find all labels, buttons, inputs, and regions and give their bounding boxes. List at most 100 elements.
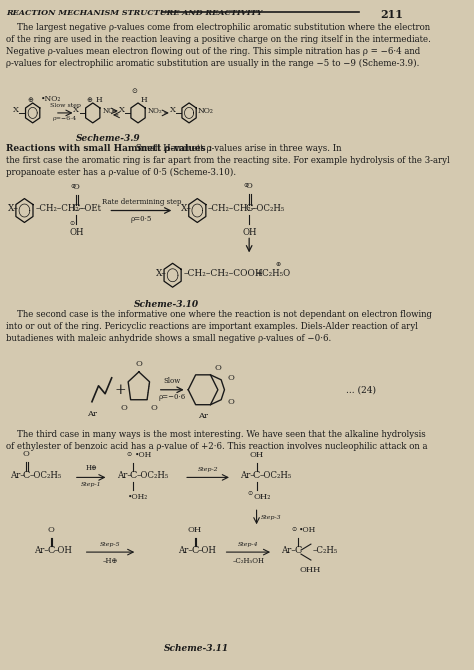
Text: –OH: –OH	[198, 545, 217, 555]
Text: X: X	[170, 106, 175, 114]
Text: X: X	[73, 106, 79, 114]
Text: ⊕: ⊕	[87, 97, 92, 103]
Text: ⊕: ⊕	[275, 262, 281, 267]
Text: The third case in many ways is the most interesting. We have seen that the alkal: The third case in many ways is the most …	[6, 429, 426, 439]
Text: –C₂H₅OH: –C₂H₅OH	[232, 557, 264, 565]
Text: OH: OH	[300, 566, 314, 574]
Text: Rate determining step: Rate determining step	[101, 198, 181, 206]
Text: The second case is the informative one where the reaction is not dependant on el: The second case is the informative one w…	[6, 310, 432, 319]
Text: C: C	[22, 471, 30, 480]
Text: ⊙: ⊙	[291, 527, 296, 532]
Text: ⊙: ⊙	[70, 184, 76, 189]
Text: C: C	[129, 471, 137, 480]
Text: OH: OH	[243, 228, 257, 237]
Text: Step-3: Step-3	[261, 515, 281, 520]
Text: –OC₂H₅: –OC₂H₅	[253, 204, 285, 213]
Text: Ar–: Ar–	[34, 545, 49, 555]
Text: ρ=−0·6: ρ=−0·6	[159, 393, 186, 401]
Text: C: C	[73, 204, 80, 213]
Text: OH: OH	[249, 452, 264, 460]
Text: the first case the aromatic ring is far apart from the reacting site. For exampl: the first case the aromatic ring is far …	[6, 155, 450, 165]
Text: ⊙: ⊙	[131, 88, 137, 94]
Text: Step-2: Step-2	[198, 468, 219, 472]
Text: X: X	[13, 106, 19, 114]
Text: OH: OH	[70, 228, 84, 237]
Text: Small Hammett ρ-values arise in three ways. In: Small Hammett ρ-values arise in three wa…	[133, 144, 342, 153]
Text: O: O	[136, 360, 142, 368]
Text: –OH: –OH	[54, 545, 73, 555]
Text: butadienes with maleic anhydride shows a small negative ρ-values of −0·6.: butadienes with maleic anhydride shows a…	[6, 334, 332, 343]
Text: Scheme-3.10: Scheme-3.10	[134, 300, 199, 309]
Text: O: O	[228, 374, 235, 382]
Text: ρ=0·5: ρ=0·5	[131, 214, 152, 222]
Text: C: C	[191, 545, 199, 555]
Text: Ar–: Ar–	[178, 545, 193, 555]
Text: –OC₂H₅: –OC₂H₅	[137, 471, 169, 480]
Text: Ar: Ar	[198, 411, 208, 419]
Text: –H⊕: –H⊕	[102, 557, 118, 565]
Text: Step-1: Step-1	[81, 482, 101, 487]
Text: Ar–: Ar–	[117, 471, 131, 480]
Text: OH: OH	[188, 526, 202, 534]
Text: ⊙: ⊙	[127, 452, 132, 458]
Text: Reactions with small Hammett ρ-values :: Reactions with small Hammett ρ-values :	[6, 144, 216, 153]
Text: –OEt: –OEt	[81, 204, 101, 213]
Text: ρ-values for electrophilic aromatic substitution are usually in the range −5 to : ρ-values for electrophilic aromatic subs…	[6, 59, 419, 68]
Text: C: C	[246, 204, 253, 213]
Text: H⊕: H⊕	[85, 464, 97, 472]
Text: ⊙: ⊙	[70, 222, 75, 226]
Text: H: H	[140, 96, 147, 104]
Text: O: O	[246, 182, 253, 190]
Text: ⊙: ⊙	[243, 183, 248, 188]
Text: –OC₂H₅: –OC₂H₅	[29, 471, 62, 480]
Text: Negative ρ-values mean electron flowing out of the ring. This simple nitration h: Negative ρ-values mean electron flowing …	[6, 47, 420, 56]
Text: Scheme-3.11: Scheme-3.11	[164, 644, 229, 653]
Text: O: O	[47, 526, 54, 534]
Text: 211: 211	[380, 9, 403, 20]
Text: •NO₂: •NO₂	[41, 95, 61, 103]
Text: –OC₂H₅: –OC₂H₅	[260, 471, 292, 480]
Text: +C₂H₅O: +C₂H₅O	[255, 269, 290, 278]
Text: Ar–: Ar–	[9, 471, 24, 480]
Text: X–: X–	[8, 204, 19, 213]
Text: Secheme-3.9: Secheme-3.9	[76, 134, 141, 143]
Text: O: O	[228, 398, 235, 406]
Text: X–: X–	[156, 269, 167, 278]
Text: The largest negative ρ-values come from electrophilic aromatic substitution wher: The largest negative ρ-values come from …	[6, 23, 430, 32]
Text: NO₂: NO₂	[197, 107, 213, 115]
Text: –CH₂–CH₂–COOH: –CH₂–CH₂–COOH	[183, 269, 263, 278]
Text: ⊕: ⊕	[27, 97, 33, 103]
Text: •OH₂: •OH₂	[128, 493, 148, 501]
Text: OH₂: OH₂	[253, 493, 271, 501]
Text: ... (24): ... (24)	[346, 385, 376, 394]
Text: Ar–: Ar–	[281, 545, 296, 555]
Text: Step-5: Step-5	[100, 542, 120, 547]
Text: Slow: Slow	[164, 377, 181, 385]
Text: Ar–: Ar–	[240, 471, 255, 480]
Text: –CH₂–CH₂–: –CH₂–CH₂–	[35, 204, 83, 213]
Text: Ar: Ar	[87, 409, 97, 417]
Text: ρ=−6·4: ρ=−6·4	[53, 116, 77, 121]
Text: propanoate ester has a ρ-value of 0·5 (Scheme-3.10).: propanoate ester has a ρ-value of 0·5 (S…	[6, 168, 237, 177]
Text: +: +	[114, 383, 126, 397]
Text: REACTION MECHANISM STRUCTURE AND REACTIVITY: REACTION MECHANISM STRUCTURE AND REACTIV…	[6, 9, 263, 17]
Text: Slow step: Slow step	[50, 103, 81, 108]
Text: of ethylester of benzoic acid has a ρ-value of +2·6. This reaction involves nucl: of ethylester of benzoic acid has a ρ-va…	[6, 442, 428, 450]
Text: X–: X–	[181, 204, 191, 213]
Text: •OH: •OH	[135, 452, 152, 460]
Text: C: C	[294, 545, 301, 555]
Text: H: H	[95, 96, 102, 104]
Text: into or out of the ring. Pericyclic reactions are important examples. Diels-Alde: into or out of the ring. Pericyclic reac…	[6, 322, 419, 331]
Text: C: C	[47, 545, 55, 555]
Text: X: X	[118, 106, 125, 114]
Text: •OH: •OH	[300, 526, 317, 534]
Text: ⊙: ⊙	[247, 491, 253, 496]
Text: O: O	[23, 450, 29, 458]
Text: O: O	[150, 404, 157, 411]
Text: of the ring are used in the reaction leaving a positive charge on the ring itsel: of the ring are used in the reaction lea…	[6, 36, 431, 44]
Text: NO₂: NO₂	[148, 107, 163, 115]
Text: C: C	[253, 471, 260, 480]
Text: –C₂H₅: –C₂H₅	[312, 545, 338, 555]
Text: NO₂: NO₂	[103, 107, 117, 115]
Text: H: H	[312, 566, 320, 574]
